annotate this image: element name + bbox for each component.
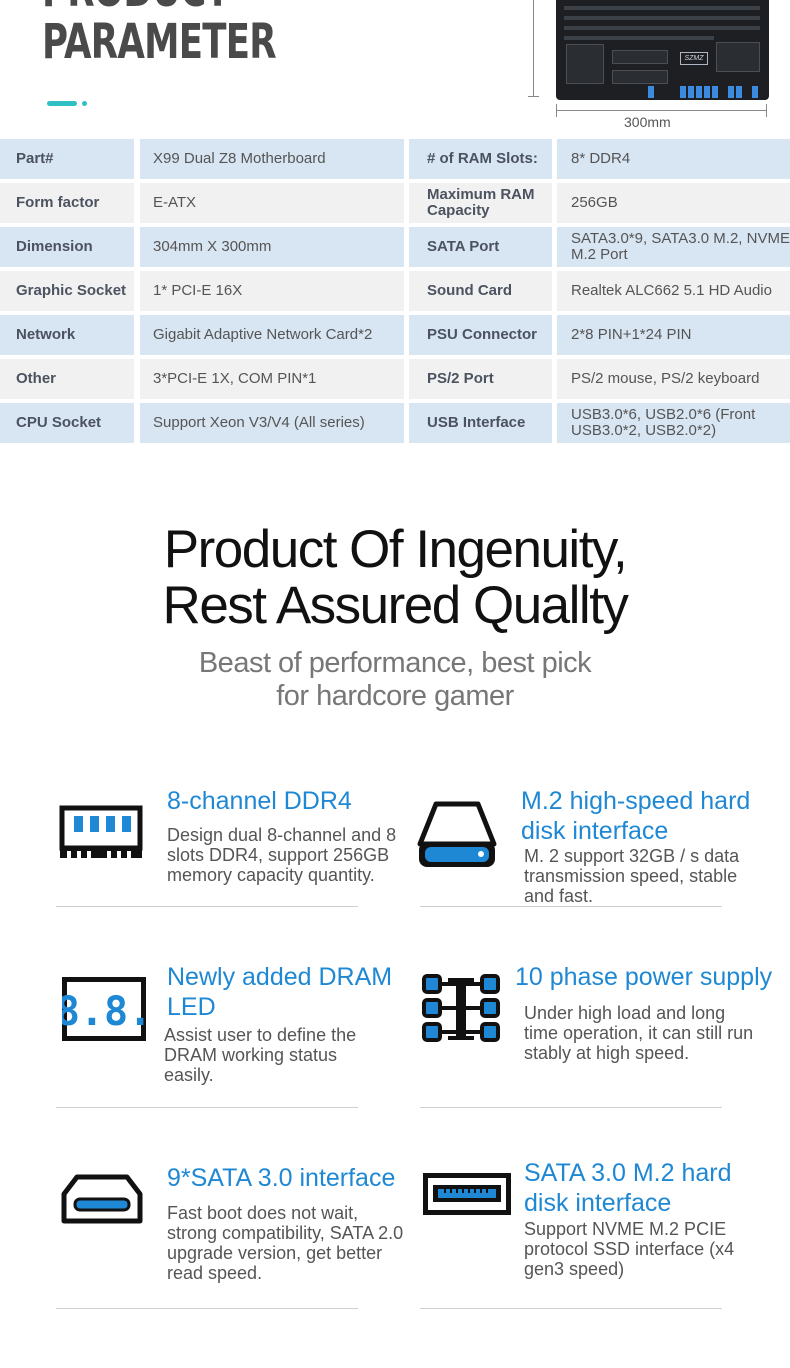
- spec-value: Realtek ALC662 5.1 HD Audio: [557, 271, 790, 311]
- dimension-label: 300mm: [624, 114, 671, 130]
- spec-value: PS/2 mouse, PS/2 keyboard: [557, 359, 790, 399]
- feature-title: 10 phase power supply: [515, 963, 773, 991]
- feature-divider: [420, 1308, 722, 1309]
- motherboard-image: SZMZ 300mm: [528, 0, 790, 135]
- spec-row: Part# X99 Dual Z8 Motherboard # of RAM S…: [0, 139, 790, 179]
- feature-divider: [56, 1308, 358, 1309]
- feature-desc: M. 2 support 32GB / s data transmission …: [524, 846, 740, 906]
- spec-value: 8* DDR4: [557, 139, 790, 179]
- feature-desc: Assist user to define the DRAM working s…: [164, 1025, 357, 1085]
- slogan-line2: Rest Assured Quallty: [162, 576, 629, 635]
- led-digits: 8.8.: [62, 989, 146, 1035]
- motherboard-photo: SZMZ: [556, 0, 769, 100]
- spec-key: USB Interface: [409, 403, 552, 443]
- spec-value: 304mm X 300mm: [140, 227, 404, 267]
- slogan-sub-line1: Beast of performance, best pick: [198, 647, 592, 679]
- feature-title: SATA 3.0 M.2 hard disk interface: [524, 1159, 732, 1217]
- spec-value: USB3.0*6, USB2.0*6 (Front USB3.0*2, USB2…: [557, 403, 790, 443]
- dimension-vertical-tick: [528, 96, 539, 97]
- spec-value: Support Xeon V3/V4 (All series): [140, 403, 404, 443]
- spec-key: Form factor: [0, 183, 134, 223]
- board-logo: SZMZ: [680, 52, 708, 65]
- led-display-icon: 8.8.: [56, 977, 152, 1046]
- title-accent-dot: [82, 101, 87, 106]
- slogan-sub-line2: for hardcore gamer: [276, 680, 514, 712]
- spec-key: # of RAM Slots:: [409, 139, 552, 179]
- spec-row: Dimension 304mm X 300mm SATA Port SATA3.…: [0, 227, 790, 267]
- spec-key: Graphic Socket: [0, 271, 134, 311]
- spec-value: 1* PCI-E 16X: [140, 271, 404, 311]
- feature-title: 9*SATA 3.0 interface: [167, 1164, 396, 1192]
- spec-row: CPU Socket Support Xeon V3/V4 (All serie…: [0, 403, 790, 443]
- feature-divider: [56, 1107, 358, 1108]
- feature-divider: [420, 906, 722, 907]
- spec-key: Network: [0, 315, 134, 355]
- feature-desc: Under high load and long time operation,…: [524, 1003, 754, 1063]
- sata-port-icon: [61, 1174, 143, 1231]
- spec-row: Other 3*PCI-E 1X, COM PIN*1 PS/2 Port PS…: [0, 359, 790, 399]
- m2-slot-icon: [423, 1173, 511, 1220]
- spec-key: CPU Socket: [0, 403, 134, 443]
- spec-value: X99 Dual Z8 Motherboard: [140, 139, 404, 179]
- spec-row: Network Gigabit Adaptive Network Card*2 …: [0, 315, 790, 355]
- spec-value: E-ATX: [140, 183, 404, 223]
- section-title: PRODUCT PARAMETER: [42, 0, 277, 70]
- spec-row: Form factor E-ATX Maximum RAM Capacity 2…: [0, 183, 790, 223]
- slogan-heading: Product Of Ingenuity, Rest Assured Quall…: [0, 522, 790, 634]
- title-accent-bar: [47, 101, 77, 106]
- feature-desc: Fast boot does not wait, strong compatib…: [167, 1203, 404, 1283]
- feature-divider: [56, 906, 358, 907]
- spec-key: Part#: [0, 139, 134, 179]
- spec-value: 3*PCI-E 1X, COM PIN*1: [140, 359, 404, 399]
- power-phase-icon: [422, 974, 502, 1051]
- spec-value: SATA3.0*9, SATA3.0 M.2, NVME M.2 Port: [557, 227, 790, 267]
- section-title-line2: PARAMETER: [42, 14, 277, 70]
- spec-value: 2*8 PIN+1*24 PIN: [557, 315, 790, 355]
- spec-key: PSU Connector: [409, 315, 552, 355]
- slogan-line1: Product Of Ingenuity,: [163, 520, 628, 579]
- spec-value: 256GB: [557, 183, 790, 223]
- dimension-vertical-line: [533, 0, 534, 97]
- ram-icon: [59, 805, 143, 866]
- slogan-subtitle: Beast of performance, best pick for hard…: [0, 647, 790, 713]
- feature-desc: Design dual 8-channel and 8 slots DDR4, …: [167, 825, 397, 885]
- dimension-horizontal-line: [556, 110, 766, 111]
- feature-title: 8-channel DDR4: [167, 787, 352, 815]
- spec-key: Maximum RAM Capacity: [409, 183, 552, 223]
- feature-title: Newly added DRAM LED: [167, 963, 393, 1021]
- spec-value: Gigabit Adaptive Network Card*2: [140, 315, 404, 355]
- feature-desc: Support NVME M.2 PCIE protocol SSD inter…: [524, 1219, 735, 1279]
- spec-key: Dimension: [0, 227, 134, 267]
- spec-key: PS/2 Port: [409, 359, 552, 399]
- spec-key: SATA Port: [409, 227, 552, 267]
- hard-disk-icon: [416, 800, 498, 875]
- feature-divider: [420, 1107, 722, 1108]
- spec-row: Graphic Socket 1* PCI-E 16X Sound Card R…: [0, 271, 790, 311]
- feature-title: M.2 high-speed hard disk interface: [521, 787, 751, 845]
- spec-key: Other: [0, 359, 134, 399]
- section-title-line1: PRODUCT: [42, 0, 264, 16]
- spec-key: Sound Card: [409, 271, 552, 311]
